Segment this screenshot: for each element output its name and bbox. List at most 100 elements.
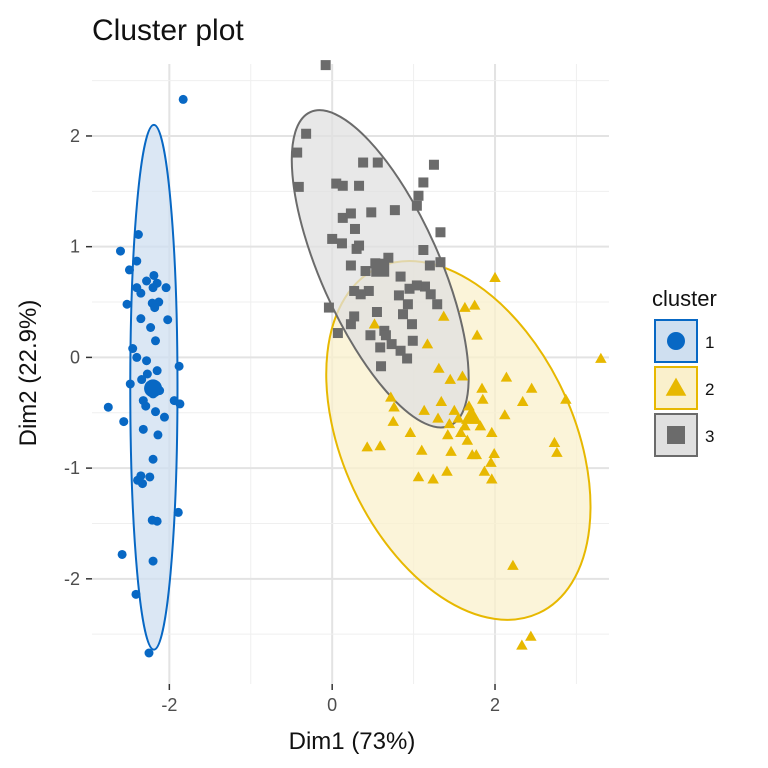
cluster-2-point <box>548 436 561 447</box>
cluster-2-point <box>387 415 399 426</box>
cluster-1-point <box>178 94 188 104</box>
cluster-2-point <box>525 630 537 641</box>
cluster-3-point <box>293 181 304 192</box>
cluster-3-point <box>327 233 338 244</box>
cluster-1-point <box>149 270 159 280</box>
cluster-2-centroid <box>461 405 482 424</box>
cluster-3-point <box>355 289 366 300</box>
cluster-2-point <box>385 391 397 402</box>
cluster-3-point <box>395 271 406 282</box>
cluster-1-point <box>145 472 155 482</box>
cluster-2-point <box>516 639 528 650</box>
cluster-1-point <box>142 276 152 286</box>
cluster-2-point <box>432 412 444 423</box>
cluster-1-point <box>122 299 132 309</box>
cluster-2-point <box>461 434 474 445</box>
cluster-1-point <box>161 283 171 293</box>
cluster-2-point <box>488 447 500 459</box>
cluster-3-point <box>432 299 443 310</box>
cluster-2-point <box>418 404 430 415</box>
cluster-1-point <box>142 369 152 379</box>
cluster-3-point <box>371 307 382 317</box>
cluster-1-point <box>148 556 158 566</box>
cluster-2-point <box>485 456 497 467</box>
cluster-1-centroid <box>144 379 163 398</box>
cluster-2-point <box>374 440 386 451</box>
legend-key-2-marker <box>665 377 687 396</box>
cluster-3-point <box>345 208 356 219</box>
cluster-2-point <box>516 395 529 406</box>
x-axis-title: Dim1 (73%) <box>289 728 416 755</box>
cluster-3-point <box>331 178 342 189</box>
cluster-1-point <box>152 366 162 376</box>
cluster-2-point <box>445 445 457 456</box>
cluster-2-point <box>437 310 450 321</box>
plot-axes: -2 0 2 -2 -1 0 1 2 <box>64 126 500 715</box>
cluster-2-point <box>421 338 434 349</box>
cluster-2-point <box>444 373 456 384</box>
cluster-3-point <box>354 240 365 251</box>
cluster-2-point <box>459 301 471 312</box>
cluster-3-point <box>375 342 386 353</box>
y-axis-title: Dim2 (22.9%) <box>15 300 42 447</box>
cluster-3-point <box>406 319 417 330</box>
cluster-1-point <box>119 417 129 427</box>
cluster-1-point <box>152 516 162 526</box>
cluster-1-point <box>124 265 134 275</box>
cluster-1-point <box>137 479 147 489</box>
cluster-1-point <box>159 412 169 422</box>
cluster-3-point <box>425 289 436 300</box>
cluster-3-centroid <box>371 258 390 277</box>
cluster-1-point <box>150 303 160 313</box>
y-tick-label: 1 <box>70 237 80 257</box>
legend-key-1-marker <box>667 332 685 350</box>
cluster-1-point <box>144 648 154 658</box>
cluster-2-point <box>478 465 491 476</box>
cluster-3-point <box>418 245 429 255</box>
cluster-2-point <box>474 420 487 431</box>
cluster-2-point <box>448 404 461 415</box>
cluster-3-point <box>365 330 376 341</box>
cluster-3-point <box>349 223 360 234</box>
cluster-3-point <box>354 180 365 191</box>
cluster-3-point <box>332 328 343 339</box>
cluster-2-point <box>435 395 448 406</box>
cluster-3-point <box>407 335 418 346</box>
legend-label-3: 3 <box>705 427 714 446</box>
cluster-1-point <box>141 401 151 411</box>
cluster-2-point <box>499 409 511 420</box>
cluster-3-point <box>363 285 374 296</box>
cluster-2-point <box>486 473 498 484</box>
cluster-3-point <box>358 157 369 168</box>
cluster-2-point <box>433 362 445 373</box>
cluster-1-point <box>125 379 135 389</box>
cluster-3-point <box>411 280 422 291</box>
cluster-3-point <box>301 128 312 139</box>
cluster-2-point <box>427 473 439 484</box>
cluster-1-point <box>132 283 142 293</box>
cluster-1-point <box>132 256 142 266</box>
cluster-2-point <box>361 441 373 452</box>
cluster-2-point <box>468 299 481 310</box>
cluster-1-point <box>175 399 185 409</box>
cluster-2-point <box>476 382 488 393</box>
cluster-3-point <box>323 302 334 313</box>
legend-key-3-marker <box>667 426 685 444</box>
cluster-3-point <box>428 159 439 170</box>
cluster-3-point <box>292 147 303 158</box>
cluster-1-point <box>146 323 156 332</box>
cluster-3-point <box>383 252 394 263</box>
cluster-2-point <box>486 426 498 437</box>
legend-title: cluster <box>652 286 717 311</box>
x-tick-label: -2 <box>161 695 177 715</box>
cluster-2-point <box>500 371 513 382</box>
cluster-1-point <box>153 430 163 440</box>
x-tick-label: 2 <box>490 695 500 715</box>
cluster-3-point <box>336 238 347 249</box>
cluster-2-point <box>525 382 538 393</box>
cluster-1-point <box>128 344 138 354</box>
cluster-2-point <box>470 449 483 460</box>
cluster-3-point <box>404 283 415 294</box>
cluster-2-point <box>368 318 381 329</box>
